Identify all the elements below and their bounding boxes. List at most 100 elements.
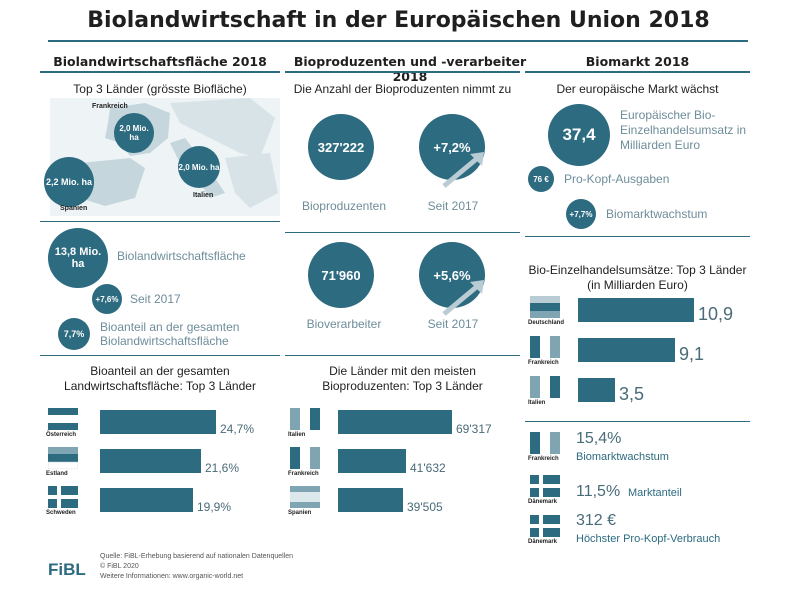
growth-arrow-icon-2 bbox=[442, 280, 484, 316]
col1-divider-2 bbox=[40, 355, 280, 356]
fact-france-flag bbox=[530, 432, 560, 459]
chart3-value-label-2: 3,5 bbox=[619, 384, 645, 404]
map-value-france: 2,0 Mio. ha bbox=[114, 113, 154, 153]
title-divider bbox=[48, 40, 748, 42]
chart3-flag-2 bbox=[530, 376, 560, 403]
chart3-bar-1 bbox=[578, 338, 675, 362]
map-title: Top 3 Länder (grösste Biofläche) bbox=[73, 82, 247, 96]
col2-sub: Die Anzahl der Bioproduzenten nimmt zu bbox=[293, 82, 512, 96]
processors-growth-circle: +5,6% bbox=[419, 242, 485, 308]
col3-bars-title: Bio-Einzelhandelsumsätze: Top 3 Länder (… bbox=[528, 263, 747, 292]
producers-circle: 327'222 bbox=[308, 114, 374, 180]
fact-label-1: Biomarktwachstum bbox=[576, 451, 669, 463]
processors-label: Bioverarbeiter bbox=[306, 317, 382, 331]
chart1-value-label-1: 21,6% bbox=[205, 461, 240, 475]
map-label-france: Frankreich bbox=[92, 103, 128, 110]
market-circle: 37,4 bbox=[548, 104, 610, 166]
chart1-value-label-0: 24,7% bbox=[220, 422, 255, 436]
fact-label-3: Höchster Pro-Kopf-Verbrauch bbox=[576, 533, 721, 545]
chart2-category-1: Frankreich bbox=[288, 471, 319, 477]
col1-divider-1 bbox=[40, 221, 280, 222]
market-label: Europäischer Bio-Einzelhandelsumsatz in … bbox=[620, 108, 747, 152]
fact-value-1: 15,4% bbox=[576, 430, 622, 447]
chart2-bar-2 bbox=[338, 488, 403, 512]
map-value-italy: 2,0 Mio. ha bbox=[178, 146, 220, 188]
chart2-value-label-1: 41'632 bbox=[410, 461, 446, 475]
fact-country-3: Dänemark bbox=[528, 539, 558, 545]
chart3-value-label-1: 9,1 bbox=[679, 344, 705, 364]
map-label-spain: Spanien bbox=[60, 205, 88, 212]
chart3-flag-0 bbox=[530, 296, 560, 323]
fact-country-1: Frankreich bbox=[528, 456, 559, 462]
chart1-bar-1 bbox=[100, 449, 201, 473]
area-label: Biolandwirtschaftsfläche bbox=[117, 249, 246, 263]
col3-rule bbox=[525, 71, 750, 73]
col1-bars-title: Bioanteil an der gesamten Landwirtschaft… bbox=[64, 364, 256, 393]
chart2-bar-1 bbox=[338, 449, 406, 473]
map-value-spain: 2,2 Mio. ha bbox=[44, 157, 94, 207]
col3-divider-2 bbox=[525, 421, 750, 422]
chart3-bar-2 bbox=[578, 378, 615, 402]
chart2-bar-0 bbox=[338, 410, 452, 434]
share-label: Bioanteil an der gesamten Biolandwirtsch… bbox=[100, 320, 240, 348]
chart1-value-label-2: 19,9% bbox=[197, 500, 232, 514]
chart2-value-label-0: 69'317 bbox=[456, 422, 492, 436]
chart3-flag-1 bbox=[530, 336, 560, 363]
footer-source: Quelle: FiBL-Erhebung basierend auf nati… bbox=[100, 553, 294, 560]
area-growth-label: Seit 2017 bbox=[130, 292, 181, 306]
processors-growth-label: Seit 2017 bbox=[427, 317, 479, 331]
producers-label: Bioproduzenten bbox=[301, 199, 387, 213]
chart2-flag-2 bbox=[290, 486, 320, 513]
col3-divider-1 bbox=[525, 236, 750, 237]
chart3-bar-0 bbox=[578, 298, 694, 322]
chart2-flag-1 bbox=[290, 447, 320, 474]
chart3-category-2: Italien bbox=[528, 400, 546, 406]
col2-heading: Bioproduzenten und -verarbeiter 2018 bbox=[293, 54, 527, 84]
chart2-flag-0 bbox=[290, 408, 320, 435]
share-circle: 7,7% bbox=[58, 318, 90, 350]
page-title: Biolandwirtschaft in der Europäischen Un… bbox=[87, 8, 710, 33]
percap-circle: 76 € bbox=[528, 166, 554, 192]
market-growth-label: Biomarktwachstum bbox=[606, 207, 708, 221]
chart1-flag-1 bbox=[47, 447, 79, 474]
area-growth-circle: +7,6% bbox=[92, 284, 122, 314]
col2-divider-2 bbox=[285, 355, 520, 356]
fact-value-2: 11,5% bbox=[576, 483, 621, 500]
fibl-logo: FiBL bbox=[48, 560, 86, 579]
col2-bars-title: Die Länder mit den meisten Bioproduzente… bbox=[322, 364, 483, 393]
col1-rule bbox=[40, 71, 280, 73]
col3-heading: Biomarkt 2018 bbox=[585, 54, 690, 69]
fact-denmark-flag-2 bbox=[530, 515, 560, 542]
chart3-category-0: Deutschland bbox=[528, 320, 565, 326]
footer-more: Weitere Informationen: www.organic-world… bbox=[100, 573, 244, 580]
chart1-bar-2 bbox=[100, 488, 193, 512]
area-circle: 13,8 Mio. ha bbox=[48, 228, 108, 288]
chart1-flag-2 bbox=[48, 486, 78, 513]
map-label-italy: Italien bbox=[193, 192, 214, 199]
chart2-category-0: Italien bbox=[288, 432, 306, 438]
producers-growth-label: Seit 2017 bbox=[427, 199, 479, 213]
chart3-value-label-0: 10,9 bbox=[698, 304, 734, 324]
chart2-category-2: Spanien bbox=[288, 510, 312, 516]
processors-circle: 71'960 bbox=[308, 242, 374, 308]
col2-rule bbox=[285, 71, 520, 73]
footer-copyright: © FiBL 2020 bbox=[100, 563, 139, 570]
chart1-category-1: Estland bbox=[46, 471, 68, 477]
market-growth-circle: +7,7% bbox=[566, 199, 596, 229]
chart2-value-label-2: 39'505 bbox=[407, 500, 443, 514]
chart1-bar-0 bbox=[100, 410, 216, 434]
col2-divider-1 bbox=[285, 232, 520, 233]
chart1-category-0: Österreich bbox=[46, 432, 77, 438]
chart1-flag-0 bbox=[48, 408, 78, 435]
chart1-category-2: Schweden bbox=[46, 510, 76, 516]
producers-growth-circle: +7,2% bbox=[419, 114, 485, 180]
col1-heading: Biolandwirtschaftsfläche 2018 bbox=[53, 54, 267, 69]
fact-country-2: Dänemark bbox=[528, 499, 558, 505]
chart3-category-1: Frankreich bbox=[528, 360, 559, 366]
growth-arrow-icon bbox=[442, 152, 484, 188]
percap-label: Pro-Kopf-Ausgaben bbox=[564, 172, 670, 186]
fact-label-2: Marktanteil bbox=[628, 487, 682, 499]
fact-denmark-flag-1 bbox=[530, 475, 560, 502]
fact-value-3: 312 € bbox=[576, 512, 617, 529]
col3-sub: Der europäische Markt wächst bbox=[556, 82, 719, 96]
